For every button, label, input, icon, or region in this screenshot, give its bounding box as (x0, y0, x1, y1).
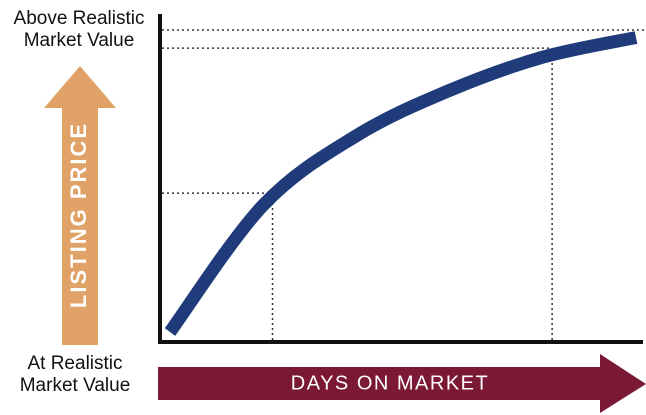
price-curve (164, 31, 638, 336)
bottom-value-label-line1: At Realistic (27, 353, 123, 374)
y-axis-arrow-label: LISTING PRICE (66, 122, 91, 308)
top-value-label: Above Realistic Market Value (4, 8, 154, 52)
curve-layer (164, 31, 638, 336)
x-axis-arrow-label: DAYS ON MARKET (291, 372, 489, 394)
top-value-label-line2: Market Value (23, 30, 135, 51)
bottom-value-label: At Realistic Market Value (0, 353, 150, 397)
y-axis-arrow (44, 66, 116, 345)
x-axis-arrow (158, 354, 646, 413)
guide-lines (162, 29, 644, 340)
top-value-label-line1: Above Realistic (13, 8, 145, 29)
bottom-value-label-line2: Market Value (19, 375, 131, 396)
